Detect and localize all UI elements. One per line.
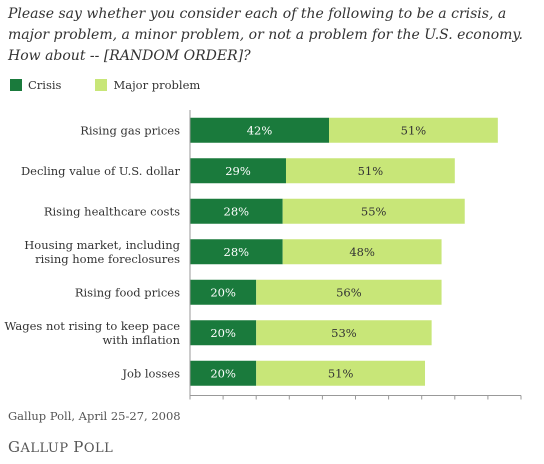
source-note: Gallup Poll, April 25-27, 2008 bbox=[8, 409, 181, 423]
bar-crisis bbox=[190, 158, 286, 184]
chart-title: Please say whether you consider each of … bbox=[8, 6, 523, 64]
legend-swatch-major-problem bbox=[95, 79, 108, 91]
data-label-crisis: 20% bbox=[210, 366, 236, 380]
bar-crisis bbox=[190, 239, 283, 265]
bar-major-problem bbox=[256, 320, 432, 346]
bar-crisis bbox=[190, 117, 330, 143]
gallup-poll-logo: GALLUP POLL bbox=[8, 438, 114, 456]
bar-major-problem bbox=[282, 239, 442, 265]
legend-label-major-problem: Major problem bbox=[113, 78, 201, 92]
legend-item-major-problem: Major problem bbox=[95, 78, 200, 92]
data-label-major-problem: 55% bbox=[361, 204, 387, 218]
data-label-crisis: 20% bbox=[210, 285, 236, 299]
data-label-crisis: 28% bbox=[224, 245, 250, 259]
category-label: Housing market, including rising home for… bbox=[24, 238, 180, 266]
bar-major-problem bbox=[329, 117, 498, 143]
legend: Crisis Major problem bbox=[10, 78, 234, 92]
bar-crisis bbox=[190, 360, 257, 386]
data-label-crisis: 28% bbox=[224, 204, 250, 218]
bar-major-problem bbox=[285, 158, 455, 184]
legend-swatch-crisis bbox=[10, 79, 22, 91]
data-label-major-problem: 53% bbox=[331, 326, 357, 340]
bar-major-problem bbox=[256, 360, 426, 386]
category-label: Decling value of U.S. dollar bbox=[21, 164, 181, 178]
data-label-crisis: 20% bbox=[210, 326, 236, 340]
category-label: Rising food prices bbox=[75, 285, 180, 299]
data-label-major-problem: 56% bbox=[336, 285, 362, 299]
bar-crisis bbox=[190, 279, 257, 305]
legend-label-crisis: Crisis bbox=[28, 78, 62, 92]
data-label-major-problem: 51% bbox=[358, 164, 384, 178]
bar-crisis bbox=[190, 198, 283, 224]
bar-major-problem bbox=[282, 198, 465, 224]
data-label-major-problem: 51% bbox=[401, 123, 427, 137]
legend-item-crisis: Crisis bbox=[10, 78, 61, 92]
data-label-major-problem: 51% bbox=[328, 366, 354, 380]
category-label: Job losses bbox=[121, 366, 180, 380]
category-label: Wages not rising to keep pace with inflat… bbox=[5, 319, 181, 347]
data-label-crisis: 29% bbox=[225, 164, 251, 178]
category-label: Rising healthcare costs bbox=[44, 204, 180, 218]
bar-crisis bbox=[190, 320, 257, 346]
stacked-bar-chart: Rising gas prices 42% 51% Decling value of … bbox=[5, 110, 522, 400]
data-label-major-problem: 48% bbox=[349, 245, 375, 259]
category-label: Rising gas prices bbox=[80, 123, 180, 137]
bar-major-problem bbox=[256, 279, 442, 305]
data-label-crisis: 42% bbox=[247, 123, 273, 137]
